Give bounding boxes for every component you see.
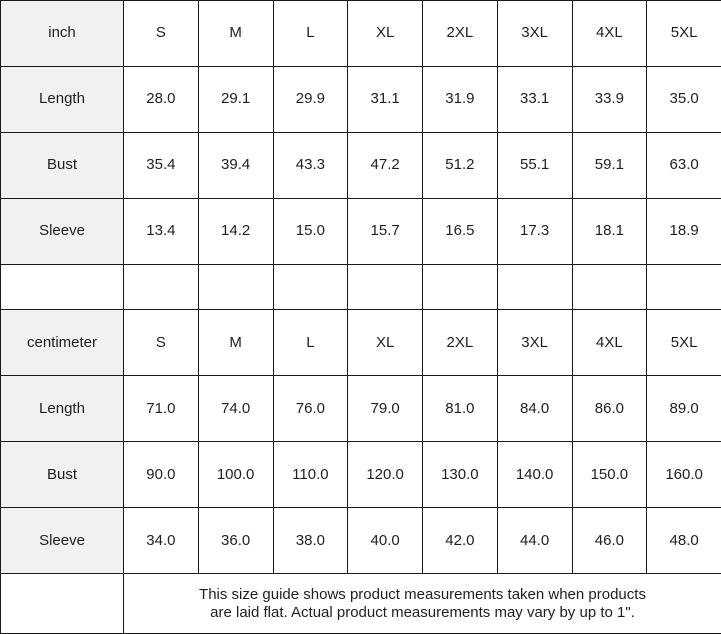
cell-inch-bust-5xl: 63.0 xyxy=(646,131,721,199)
cell-inch-bust-s: 35.4 xyxy=(123,131,199,199)
cell-cm-sleeve-xl: 40.0 xyxy=(347,507,423,575)
spacer-cell xyxy=(571,263,648,311)
measurement-label-length: Length xyxy=(0,65,124,133)
cell-inch-bust-xl: 47.2 xyxy=(347,131,423,199)
column-header-cm-4xl: 4XL xyxy=(571,309,648,377)
cell-cm-sleeve-5xl: 48.0 xyxy=(646,507,721,575)
cell-inch-length-s: 28.0 xyxy=(123,65,199,133)
column-header-4xl: 4XL xyxy=(571,0,648,67)
cell-cm-bust-5xl: 160.0 xyxy=(646,441,721,509)
cell-inch-length-2xl: 31.9 xyxy=(422,65,498,133)
cell-cm-bust-2xl: 130.0 xyxy=(422,441,498,509)
spacer-cell xyxy=(123,263,199,311)
cell-cm-bust-m: 100.0 xyxy=(197,441,274,509)
cell-inch-length-m: 29.1 xyxy=(197,65,274,133)
spacer-cell xyxy=(646,263,721,311)
column-header-5xl: 5XL xyxy=(646,0,721,67)
cell-cm-sleeve-l: 38.0 xyxy=(272,507,349,575)
cell-cm-sleeve-2xl: 42.0 xyxy=(422,507,498,575)
column-header-cm-l: L xyxy=(272,309,349,377)
column-header-cm-3xl: 3XL xyxy=(496,309,573,377)
cell-inch-bust-m: 39.4 xyxy=(197,131,274,199)
cell-cm-length-5xl: 89.0 xyxy=(646,375,721,443)
cell-cm-length-l: 76.0 xyxy=(272,375,349,443)
column-header-cm-5xl: 5XL xyxy=(646,309,721,377)
cell-inch-bust-4xl: 59.1 xyxy=(571,131,648,199)
unit-label-centimeter: centimeter xyxy=(0,309,124,377)
cell-cm-bust-3xl: 140.0 xyxy=(496,441,573,509)
cell-inch-length-4xl: 33.9 xyxy=(571,65,648,133)
column-header-cm-2xl: 2XL xyxy=(422,309,498,377)
measurement-label-bust: Bust xyxy=(0,131,124,199)
spacer-cell xyxy=(422,263,498,311)
cell-inch-sleeve-m: 14.2 xyxy=(197,197,274,265)
cell-inch-sleeve-5xl: 18.9 xyxy=(646,197,721,265)
cell-cm-length-s: 71.0 xyxy=(123,375,199,443)
cell-cm-length-3xl: 84.0 xyxy=(496,375,573,443)
measurement-label-bust: Bust xyxy=(0,441,124,509)
spacer-cell xyxy=(347,263,423,311)
measurement-label-sleeve: Sleeve xyxy=(0,507,124,575)
cell-inch-sleeve-2xl: 16.5 xyxy=(422,197,498,265)
cell-cm-bust-s: 90.0 xyxy=(123,441,199,509)
column-header-2xl: 2XL xyxy=(422,0,498,67)
cell-inch-bust-l: 43.3 xyxy=(272,131,349,199)
cell-cm-bust-xl: 120.0 xyxy=(347,441,423,509)
column-header-m: M xyxy=(197,0,274,67)
table-row: Sleeve 34.0 36.0 38.0 40.0 42.0 44.0 46.… xyxy=(0,507,721,575)
column-header-cm-m: M xyxy=(197,309,274,377)
table-row: Length 71.0 74.0 76.0 79.0 81.0 84.0 86.… xyxy=(0,375,721,443)
column-header-l: L xyxy=(272,0,349,67)
footnote-row: This size guide shows product measuremen… xyxy=(0,573,721,634)
cell-inch-length-l: 29.9 xyxy=(272,65,349,133)
spacer-cell xyxy=(496,263,573,311)
measurement-label-sleeve: Sleeve xyxy=(0,197,124,265)
spacer-cell-label xyxy=(0,263,124,311)
cell-cm-bust-4xl: 150.0 xyxy=(571,441,648,509)
cell-inch-sleeve-4xl: 18.1 xyxy=(571,197,648,265)
column-header-cm-s: S xyxy=(123,309,199,377)
inch-header-row: inch S M L XL 2XL 3XL 4XL 5XL xyxy=(0,0,721,67)
cell-cm-sleeve-3xl: 44.0 xyxy=(496,507,573,575)
column-header-cm-xl: XL xyxy=(347,309,423,377)
table-row: Sleeve 13.4 14.2 15.0 15.7 16.5 17.3 18.… xyxy=(0,197,721,265)
cell-inch-bust-2xl: 51.2 xyxy=(422,131,498,199)
section-spacer-row xyxy=(0,263,721,311)
cell-cm-bust-l: 110.0 xyxy=(272,441,349,509)
cell-cm-sleeve-4xl: 46.0 xyxy=(571,507,648,575)
cell-cm-sleeve-m: 36.0 xyxy=(197,507,274,575)
cell-inch-sleeve-l: 15.0 xyxy=(272,197,349,265)
cell-inch-sleeve-xl: 15.7 xyxy=(347,197,423,265)
cell-cm-length-m: 74.0 xyxy=(197,375,274,443)
cell-inch-length-5xl: 35.0 xyxy=(646,65,721,133)
centimeter-header-row: centimeter S M L XL 2XL 3XL 4XL 5XL xyxy=(0,309,721,377)
column-header-s: S xyxy=(123,0,199,67)
cell-inch-bust-3xl: 55.1 xyxy=(496,131,573,199)
cell-cm-length-2xl: 81.0 xyxy=(422,375,498,443)
cell-inch-length-3xl: 33.1 xyxy=(496,65,573,133)
table-row: Bust 35.4 39.4 43.3 47.2 51.2 55.1 59.1 … xyxy=(0,131,721,199)
measurement-label-length: Length xyxy=(0,375,124,443)
cell-cm-sleeve-s: 34.0 xyxy=(123,507,199,575)
cell-cm-length-4xl: 86.0 xyxy=(571,375,648,443)
column-header-3xl: 3XL xyxy=(496,0,573,67)
spacer-cell xyxy=(197,263,274,311)
cell-inch-sleeve-3xl: 17.3 xyxy=(496,197,573,265)
footnote-line-1: This size guide shows product measuremen… xyxy=(199,585,646,603)
cell-inch-sleeve-s: 13.4 xyxy=(123,197,199,265)
cell-cm-length-xl: 79.0 xyxy=(347,375,423,443)
column-header-xl: XL xyxy=(347,0,423,67)
footnote-text: This size guide shows product measuremen… xyxy=(123,573,721,634)
footnote-spacer-cell xyxy=(0,573,124,634)
footnote-line-2: are laid flat. Actual product measuremen… xyxy=(210,603,635,621)
table-row: Length 28.0 29.1 29.9 31.1 31.9 33.1 33.… xyxy=(0,65,721,133)
cell-inch-length-xl: 31.1 xyxy=(347,65,423,133)
unit-label-inch: inch xyxy=(0,0,124,67)
table-row: Bust 90.0 100.0 110.0 120.0 130.0 140.0 … xyxy=(0,441,721,509)
spacer-cell xyxy=(272,263,349,311)
